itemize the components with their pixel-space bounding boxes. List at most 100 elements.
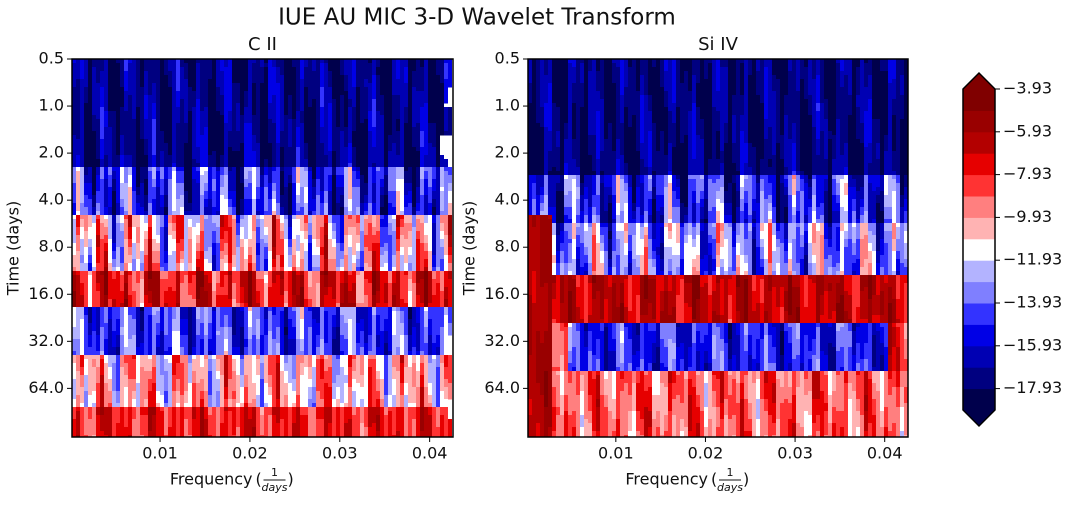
contour-cell <box>424 259 428 264</box>
contour-cell <box>388 195 396 200</box>
contour-cell <box>392 279 396 284</box>
contour-cell <box>224 95 232 100</box>
contour-cell <box>72 259 80 264</box>
contour-cell <box>116 147 120 152</box>
contour-cell <box>240 107 244 112</box>
contour-cell <box>380 203 384 208</box>
contour-cell <box>408 307 412 312</box>
contour-cell <box>328 211 332 216</box>
contour-cell <box>108 227 112 232</box>
contour-cell <box>320 207 324 212</box>
contour-cell <box>252 143 260 148</box>
contour-cell <box>100 295 104 300</box>
contour-cell <box>416 219 420 224</box>
contour-cell <box>156 167 160 172</box>
contour-cell <box>420 167 424 172</box>
contour-cell <box>280 99 284 104</box>
contour-cell <box>360 191 368 196</box>
contour-cell <box>428 283 432 288</box>
contour-cell <box>416 211 424 216</box>
contour-cell <box>260 235 268 240</box>
contour-cell <box>228 259 232 264</box>
contour-cell <box>388 187 396 192</box>
contour-cell <box>416 203 420 208</box>
contour-cell <box>184 119 188 124</box>
contour-cell <box>344 115 348 120</box>
contour-cell <box>140 187 144 192</box>
contour-cell <box>272 319 280 324</box>
contour-cell <box>148 251 152 256</box>
contour-cell <box>232 231 236 236</box>
contour-cell <box>188 131 192 136</box>
contour-cell <box>428 143 432 148</box>
contour-cell <box>172 235 176 240</box>
contour-cell <box>152 131 156 136</box>
contour-cell <box>136 191 140 196</box>
contour-cell <box>100 215 104 220</box>
contour-cell <box>228 215 232 220</box>
contour-cell <box>116 259 120 264</box>
contour-cell <box>120 135 124 140</box>
contour-cell <box>336 323 340 328</box>
contour-cell <box>80 327 84 332</box>
contour-cell <box>340 331 348 336</box>
contour-cell <box>152 259 160 264</box>
contour-cell <box>376 303 388 308</box>
contour-cell <box>80 195 84 200</box>
contour-cell <box>272 187 276 192</box>
contour-cell <box>156 103 160 108</box>
contour-cell <box>184 175 192 180</box>
contour-cell <box>292 219 300 224</box>
contour-cell <box>384 155 388 160</box>
contour-cell <box>260 307 264 312</box>
contour-cell <box>144 179 148 184</box>
contour-cell <box>280 323 284 328</box>
contour-cell <box>288 135 292 140</box>
contour-cell <box>172 191 176 196</box>
contour-cell <box>160 267 164 272</box>
contour-cell <box>300 315 304 320</box>
contour-cell <box>188 331 192 336</box>
contour-cell <box>224 91 232 96</box>
contour-cell <box>120 259 124 264</box>
contour-cell <box>396 259 400 264</box>
contour-cell <box>400 311 404 316</box>
contour-cell <box>408 323 412 328</box>
contour-cell <box>216 327 224 332</box>
contour-cell <box>168 323 172 328</box>
contour-cell <box>408 75 412 80</box>
contour-cell <box>304 91 308 96</box>
contour-cell <box>168 83 172 88</box>
contour-cell <box>304 119 316 124</box>
contour-cell <box>248 239 256 244</box>
contour-cell <box>180 67 184 72</box>
contour-cell <box>376 279 380 284</box>
contour-cell <box>200 91 208 96</box>
contour-cell <box>292 187 296 192</box>
contour-cell <box>200 163 208 168</box>
contour-cell <box>308 223 312 228</box>
contour-cell <box>384 319 392 324</box>
contour-cell <box>168 251 172 256</box>
contour-cell <box>284 67 296 72</box>
contour-cell <box>352 187 360 192</box>
contour-cell <box>164 155 172 160</box>
contour-cell <box>412 171 416 176</box>
contour-cell <box>96 147 100 152</box>
contour-cell <box>252 307 260 312</box>
contour-cell <box>396 63 400 68</box>
contour-cell <box>72 335 80 340</box>
contour-cell <box>248 243 256 248</box>
contour-cell <box>448 227 452 232</box>
contour-cell <box>104 263 108 268</box>
contour-cell <box>428 147 436 152</box>
contour-cell <box>288 323 292 328</box>
contour-cell <box>352 207 356 212</box>
contour-cell <box>400 127 404 132</box>
contour-cell <box>320 167 324 172</box>
contour-cell <box>372 295 376 300</box>
contour-cell <box>388 179 396 184</box>
contour-cell <box>260 291 264 296</box>
contour-cell <box>156 151 160 156</box>
contour-cell <box>324 171 332 176</box>
